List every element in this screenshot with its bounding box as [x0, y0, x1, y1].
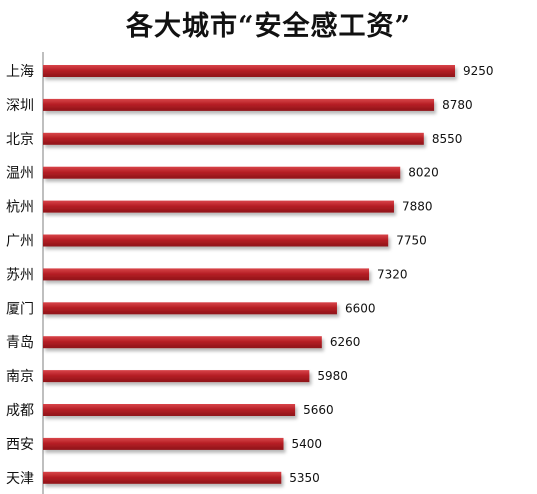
- bar: [43, 98, 435, 111]
- category-label: 广州: [6, 234, 34, 250]
- category-label: 苏州: [6, 267, 34, 283]
- category-label: 温州: [6, 166, 34, 182]
- data-label: 8780: [442, 98, 473, 112]
- bar: [43, 404, 296, 416]
- data-label: 5400: [292, 437, 323, 451]
- category-label: 西安: [6, 437, 34, 453]
- bar: [43, 132, 424, 145]
- category-label: 杭州: [6, 200, 34, 216]
- data-label: 9250: [463, 64, 494, 78]
- bar: [43, 471, 282, 484]
- data-label: 8550: [432, 132, 463, 146]
- category-label: 北京: [6, 132, 34, 148]
- category-label: 天津: [6, 471, 34, 487]
- data-label: 6600: [345, 301, 376, 315]
- category-label: 青岛: [6, 335, 34, 351]
- category-label: 厦门: [6, 301, 34, 317]
- category-label: 成都: [6, 403, 34, 419]
- category-label: 深圳: [6, 98, 34, 114]
- data-label: 7880: [402, 200, 433, 214]
- bar: [43, 65, 455, 77]
- category-label: 上海: [6, 64, 34, 80]
- data-label: 5350: [289, 471, 320, 485]
- data-label: 5980: [317, 369, 348, 383]
- data-label: 6260: [330, 335, 361, 349]
- data-label: 7750: [396, 234, 427, 248]
- bar: [43, 166, 401, 179]
- data-label: 7320: [377, 267, 408, 281]
- bar: [43, 437, 284, 450]
- bar: [43, 234, 389, 247]
- data-label: 8020: [408, 166, 439, 180]
- category-label: 南京: [6, 369, 34, 385]
- bar: [43, 200, 394, 213]
- bar: [43, 302, 337, 315]
- bar: [43, 370, 310, 383]
- chart-title: 各大城市“安全感工资”: [125, 11, 412, 42]
- bar: [43, 268, 370, 281]
- bar: [43, 336, 322, 349]
- data-label: 5660: [303, 403, 334, 417]
